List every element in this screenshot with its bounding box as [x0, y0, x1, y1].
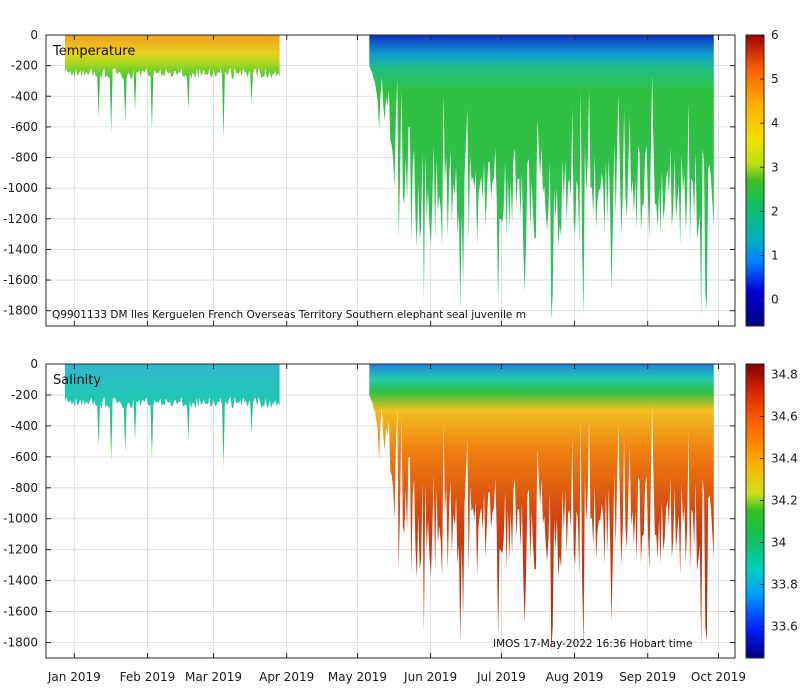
y-tick-label: -1800 [3, 304, 38, 318]
x-tick-label: Aug 2019 [546, 670, 604, 684]
y-tick-label: -1200 [3, 543, 38, 557]
temperature-panel: 0 -200 -400 -600 -800 -1000 -1200 -1400 -1600 -18… [3, 28, 779, 327]
colorbar-tick-label: 33.8 [771, 578, 798, 592]
y-tick-label: -200 [11, 388, 38, 402]
y-tick-label: -1000 [3, 512, 38, 526]
colorbar-gradient [745, 363, 765, 659]
y-tick-label: -800 [11, 151, 38, 165]
y-tick-label: -1400 [3, 574, 38, 588]
y-tick-label: -600 [11, 450, 38, 464]
y-tick-label: -600 [11, 120, 38, 134]
colorbar-tick-label: 5 [771, 72, 779, 86]
colorbar-gradient [745, 34, 765, 327]
x-axis-labels: Jan 2019 Feb 2019 Mar 2019 Apr 2019 May 2019… [47, 670, 746, 684]
colorbar-ticks: 33.6 33.8 34 34.2 34.4 34.6 34.8 [760, 368, 798, 634]
x-tick-label: Mar 2019 [185, 670, 242, 684]
salinity-data [64, 364, 714, 652]
y-tick-label: -1800 [3, 636, 38, 650]
colorbar-tick-label: 4 [771, 116, 779, 130]
colorbar-tick-label: 34 [771, 536, 786, 550]
temperature-data [64, 35, 714, 320]
x-tick-label: Jan 2019 [47, 670, 101, 684]
colorbar-tick-label: 0 [771, 293, 779, 307]
dive-profile-2 [369, 364, 714, 652]
deployment-annotation: Q9901133 DM Iles Kerguelen French Overse… [52, 309, 526, 321]
y-tick-label: -200 [11, 59, 38, 73]
colorbar-tick-label: 6 [771, 28, 779, 42]
y-tick-label: -1600 [3, 273, 38, 287]
temperature-title: Temperature [52, 44, 135, 59]
dive-profile-1 [64, 364, 280, 469]
x-axis-ticks [73, 364, 719, 658]
colorbar-tick-label: 34.6 [771, 410, 798, 424]
plot-frame [45, 34, 736, 327]
y-tick-label: -400 [11, 419, 38, 433]
y-tick-label: -1000 [3, 181, 38, 195]
y-tick-label: -1200 [3, 212, 38, 226]
y-tick-label: -1400 [3, 242, 38, 256]
gridlines [46, 34, 735, 326]
y-tick-label: -400 [11, 89, 38, 103]
x-tick-label: Jul 2019 [476, 670, 526, 684]
salinity-title: Salinity [53, 373, 101, 388]
temperature-colorbar: 0 1 2 3 4 5 6 [745, 28, 779, 327]
colorbar-tick-label: 33.6 [771, 620, 798, 634]
x-tick-label: Sep 2019 [619, 670, 676, 684]
colorbar-tick-label: 3 [771, 160, 779, 174]
colorbar-tick-label: 34.8 [771, 368, 798, 382]
salinity-panel: 0 -200 -400 -600 -800 -1000 -1200 -1400 -1600 -18… [3, 357, 798, 659]
y-axis: 0 -200 -400 -600 -800 -1000 -1200 -1400 -1600 -18… [3, 28, 735, 318]
y-tick-label: -800 [11, 481, 38, 495]
x-tick-label: Oct 2019 [691, 670, 746, 684]
y-tick-label: -1600 [3, 605, 38, 619]
y-tick-label: 0 [30, 28, 38, 42]
colorbar-ticks: 0 1 2 3 4 5 6 [760, 28, 779, 307]
y-tick-label: 0 [30, 357, 38, 371]
colorbar-tick-label: 1 [771, 248, 779, 262]
x-tick-label: Apr 2019 [259, 670, 314, 684]
x-tick-label: May 2019 [328, 670, 387, 684]
colorbar-tick-label: 34.4 [771, 452, 798, 466]
x-tick-label: Jun 2019 [403, 670, 457, 684]
x-axis-ticks [73, 35, 719, 326]
dive-profile-1 [64, 35, 280, 139]
colorbar-tick-label: 2 [771, 204, 779, 218]
colorbar-tick-label: 34.2 [771, 494, 798, 508]
x-tick-label: Feb 2019 [120, 670, 176, 684]
plot-frame [45, 363, 736, 659]
timestamp-annotation: IMOS 17-May-2022 16:36 Hobart time [493, 638, 692, 650]
salinity-colorbar: 33.6 33.8 34 34.2 34.4 34.6 34.8 [745, 363, 798, 659]
dive-profile-2 [369, 35, 714, 320]
y-axis: 0 -200 -400 -600 -800 -1000 -1200 -1400 -1600 -18… [3, 357, 735, 650]
